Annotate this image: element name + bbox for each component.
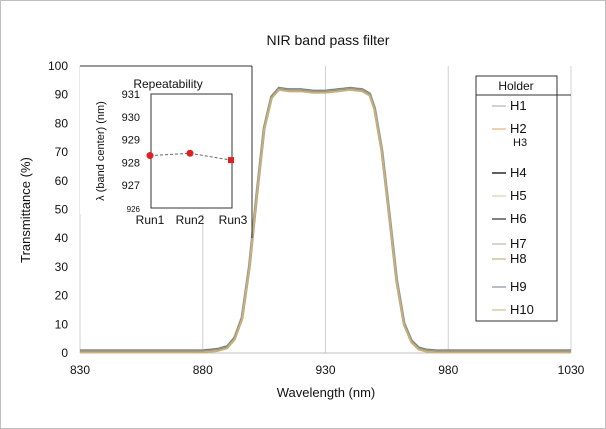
x-tick-label: 1030 bbox=[558, 363, 585, 377]
y-tick-label: 80 bbox=[55, 116, 69, 130]
repeatability-inset: Repeatability 926 927 928 929 930 931 Run1 Run2 R… bbox=[80, 65, 253, 238]
inset-y-tick-label: 928 bbox=[122, 157, 140, 169]
legend-label-h4: H4 bbox=[510, 165, 527, 180]
legend-label-h5: H5 bbox=[510, 188, 527, 203]
y-tick-label: 100 bbox=[48, 59, 68, 73]
x-tick-label: 930 bbox=[315, 363, 335, 377]
y-tick-label: 60 bbox=[55, 174, 69, 188]
inset-point bbox=[186, 149, 194, 157]
legend-label-h2: H2 bbox=[510, 121, 527, 136]
legend-label-h7: H7 bbox=[510, 236, 527, 251]
x-tick-label: 830 bbox=[70, 363, 90, 377]
series-line-h10 bbox=[80, 88, 571, 354]
y-tick-label: 0 bbox=[61, 346, 68, 360]
inset-plot-box bbox=[150, 93, 233, 209]
y-tick-label: 20 bbox=[55, 289, 69, 303]
axis-ticks: 830 880 930 980 1030 0 10 20 30 40 50 60 70 80 90 100 bbox=[48, 59, 585, 377]
y-tick-label: 90 bbox=[55, 88, 69, 102]
inset-x-tick-label: Run1 bbox=[136, 213, 165, 227]
inset-point bbox=[146, 152, 154, 160]
y-tick-label: 40 bbox=[55, 231, 69, 245]
inset-title: Repeatability bbox=[133, 77, 202, 91]
inset-point bbox=[228, 157, 234, 164]
inset-y-axis-label: λ (band center) (nm) bbox=[95, 101, 107, 201]
inset-y-tick-label: 929 bbox=[122, 135, 140, 147]
inset-y-tick-label: 931 bbox=[122, 89, 140, 101]
y-tick-label: 70 bbox=[55, 145, 69, 159]
legend-title: Holder bbox=[498, 79, 533, 93]
legend-label-h6: H6 bbox=[510, 211, 527, 226]
legend-label-h8: H8 bbox=[510, 251, 527, 266]
inset-x-tick-label: Run3 bbox=[219, 213, 248, 227]
inset-background bbox=[80, 66, 206, 214]
series-lines bbox=[80, 86, 571, 354]
legend-label-h3: H3 bbox=[513, 137, 527, 149]
legend-label-h1: H1 bbox=[510, 98, 527, 113]
x-tick-label: 980 bbox=[438, 363, 458, 377]
legend-label-h9: H9 bbox=[510, 279, 527, 294]
inset-y-tick-label: 930 bbox=[122, 112, 140, 124]
y-axis-label: Transmittance (%) bbox=[18, 157, 33, 263]
inset-y-tick-label: 926 bbox=[127, 205, 141, 214]
legend-box bbox=[475, 75, 558, 322]
inset-y-tick-label: 927 bbox=[122, 180, 140, 192]
y-tick-label: 10 bbox=[55, 317, 69, 331]
inset-x-tick-label: Run2 bbox=[176, 213, 205, 227]
y-tick-label: 50 bbox=[55, 203, 69, 217]
chart-title: NIR band pass filter bbox=[267, 32, 390, 48]
x-tick-label: 880 bbox=[193, 363, 213, 377]
y-tick-label: 30 bbox=[55, 260, 69, 274]
x-axis-label: Wavelength (nm) bbox=[277, 385, 376, 400]
legend-label-h10: H10 bbox=[510, 302, 534, 317]
